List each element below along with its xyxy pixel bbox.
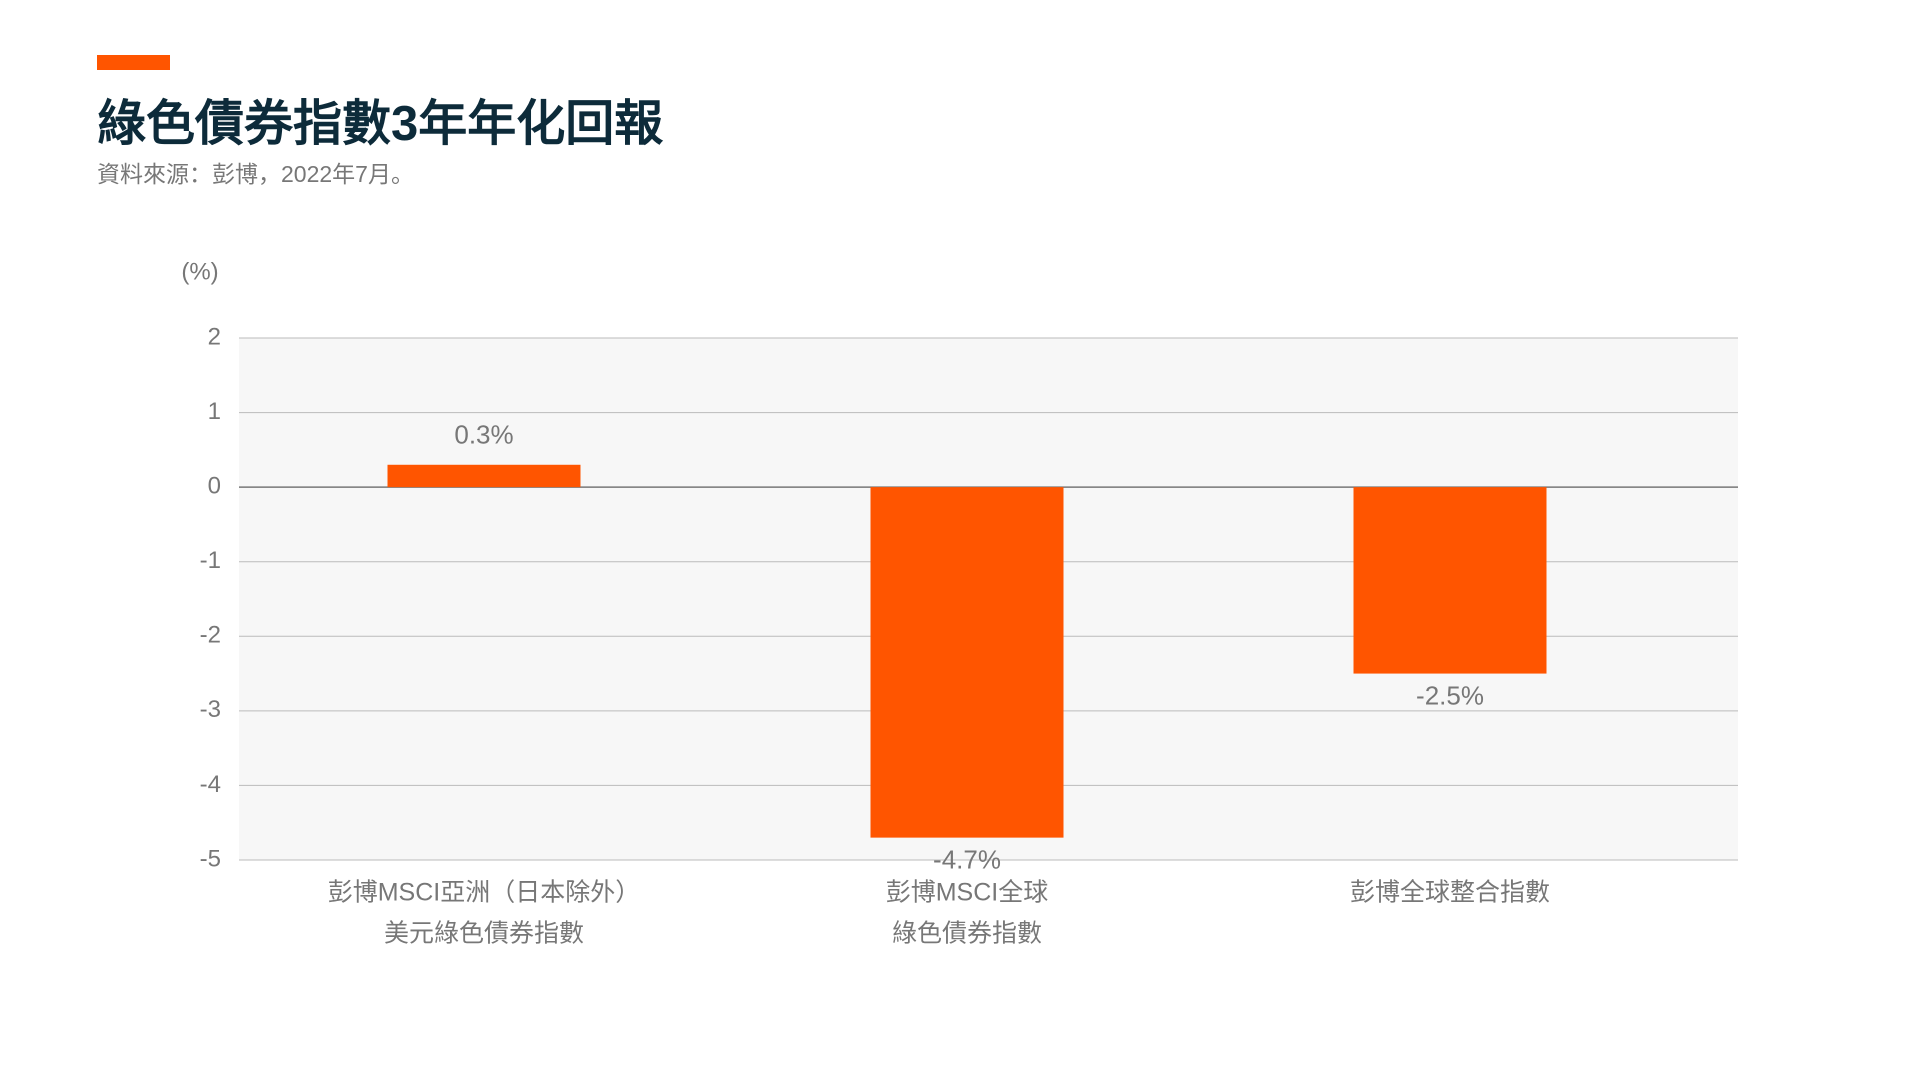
- bar: [1353, 487, 1547, 674]
- y-tick-label: 0: [208, 472, 221, 499]
- value-label: -4.7%: [933, 845, 1001, 875]
- y-tick-label: -5: [200, 845, 221, 872]
- value-label: -2.5%: [1416, 680, 1484, 710]
- x-tick-label: 彭博MSCI全球: [886, 879, 1049, 907]
- x-tick-label: 美元綠色債券指數: [384, 920, 584, 948]
- accent-bar: [97, 55, 170, 70]
- y-tick-label: -4: [200, 771, 221, 798]
- x-tick-label: 彭博全球整合指數: [1350, 879, 1550, 907]
- x-tick-label: 彭博MSCI亞洲（日本除外）: [328, 879, 641, 907]
- y-tick-label: -1: [200, 547, 221, 574]
- chart-subtitle: 資料來源：彭博，2022年7月。: [97, 161, 414, 187]
- y-tick-label: 2: [208, 323, 221, 350]
- bar: [870, 487, 1064, 838]
- x-tick-label: 綠色債券指數: [892, 920, 1042, 948]
- y-tick-label: -3: [200, 696, 221, 723]
- y-tick-label: -2: [200, 622, 221, 649]
- y-axis-label: (%): [181, 258, 218, 285]
- value-label: 0.3%: [454, 420, 513, 450]
- chart-title: 綠色債券指數3年年化回報: [97, 97, 663, 151]
- y-tick-label: 1: [208, 398, 221, 425]
- bar: [387, 464, 581, 488]
